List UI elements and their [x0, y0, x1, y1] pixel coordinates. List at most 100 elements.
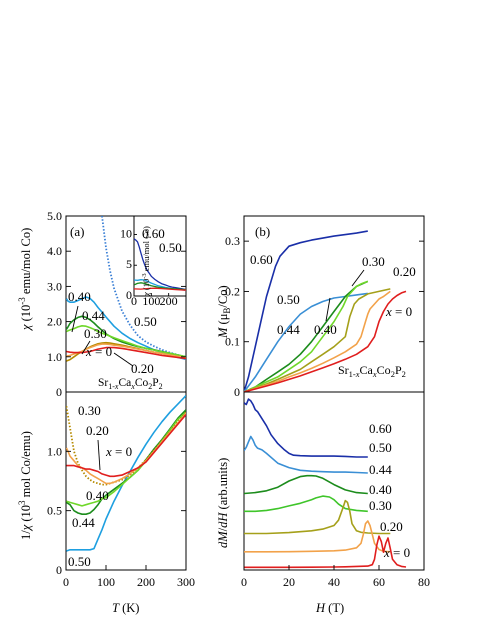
ytick-label: 0.5	[47, 504, 62, 518]
series-b-top-060	[244, 230, 368, 392]
series-b-bottom-x0	[244, 535, 407, 569]
b-bottom-label-030: 0.30	[369, 498, 392, 513]
xtick-label: 300	[177, 575, 195, 589]
series-b-bottom-060	[244, 398, 368, 458]
b-top-label-060: 0.60	[250, 252, 273, 267]
b-top-label-050: 0.50	[277, 292, 300, 307]
a-top-ylabel: χ (10-3 emu/mol Co)	[17, 228, 33, 331]
series-a-bottom-x0	[66, 413, 186, 478]
ytick-label: 5.0	[47, 209, 62, 223]
series-b-bottom-050	[244, 435, 368, 474]
series-b-top-x0	[244, 290, 407, 392]
xtick-label: 0	[241, 575, 247, 589]
ytick-label: 0.2	[225, 284, 240, 298]
ytick-label: 4.0	[47, 244, 62, 258]
series-a-inset-unlabeled	[134, 287, 186, 291]
ytick-label: 0	[56, 385, 62, 399]
inset-plot	[133, 234, 186, 297]
b-bottom-label-060: 0.60	[369, 421, 392, 436]
panel-b-bottom-plot	[243, 398, 425, 570]
a-bottom-label-050: 0.50	[68, 554, 91, 569]
series-b-bottom-020	[244, 520, 391, 553]
a-top-label-044: 0.44	[82, 308, 105, 323]
series-b-top-020	[244, 290, 391, 392]
series-a-top-040	[66, 324, 186, 358]
a-top-label-040: 0.40	[68, 289, 91, 304]
ytick-label: 1.0	[47, 350, 62, 364]
xtick-label: 100	[142, 294, 160, 308]
a-top-label-060: 0.60	[142, 226, 165, 241]
ytick-label: 0	[234, 385, 240, 399]
panel-label-b: (b)	[255, 224, 270, 239]
panel-a-bottom-frame	[65, 391, 187, 571]
panel-b-top-plot	[244, 230, 424, 393]
b-bottom-label-020: 0.20	[380, 519, 403, 534]
a-xlabel: T (K)	[112, 601, 139, 615]
a-bottom-label-020: 0.20	[86, 423, 109, 438]
ytick-label: 3.0	[47, 279, 62, 293]
a-bottom-arrow-020	[97, 439, 101, 471]
xtick-label: 100	[97, 575, 115, 589]
ytick-label: 0.3	[225, 234, 240, 248]
b-top-label-044: 0.44	[277, 322, 300, 337]
a-top-label-050: 0.50	[134, 314, 157, 329]
series-b-top-044	[244, 280, 369, 392]
a-bottom-label-044: 0.44	[72, 515, 95, 530]
b-top-label-030: 0.30	[362, 254, 385, 269]
a-top-arrow-040	[71, 305, 79, 333]
ytick-label: 0.1	[225, 335, 240, 349]
b-top-label-x0: x = 0	[385, 304, 412, 319]
b-bottom-label-044: 0.44	[369, 462, 392, 477]
b-top-label-020: 0.20	[393, 264, 416, 279]
ytick-label: 10	[120, 226, 132, 240]
b-bottom-label-040: 0.40	[369, 482, 392, 497]
a-top-arrow-020	[113, 352, 134, 367]
inset-ylabel: χ (10-3 emu/mol Co)	[141, 226, 151, 297]
xtick-label: 20	[283, 575, 295, 589]
a-top-label-050-inset: 0.50	[159, 240, 182, 255]
b-top-ylabel: M (μB/Co)	[216, 285, 232, 339]
a-top-arrow-030	[81, 340, 91, 355]
series-a-inset-060	[134, 238, 186, 291]
a-top-label-x0: x = 0	[85, 344, 112, 359]
b-top-arrow-030	[351, 269, 365, 287]
xtick-label: 80	[418, 575, 430, 589]
xtick-label: 0	[131, 294, 137, 308]
b-bottom-ylabel: dM/dH (arb.units)	[216, 458, 230, 548]
xtick-label: 200	[137, 575, 155, 589]
series-a-bottom-044	[66, 409, 186, 516]
b-bottom-label-050: 0.50	[369, 440, 392, 455]
xtick-label: 200	[160, 294, 178, 308]
ytick-label: 1.0	[47, 444, 62, 458]
a-bottom-label-x0: x = 0	[105, 444, 132, 459]
panel-a-bottom-plot	[65, 395, 187, 571]
series-a-bottom-040	[66, 411, 186, 507]
b-top-arrow-040	[325, 297, 331, 322]
a-bottom-label-030: 0.30	[78, 403, 101, 418]
b-top-label-040: 0.40	[314, 322, 337, 337]
xtick-label: 40	[328, 575, 340, 589]
b-bottom-label-x0: x = 0	[383, 545, 410, 560]
ytick-label: 0	[56, 563, 62, 577]
panel-b-bottom-frame	[243, 391, 425, 571]
compound-formula-b: Sr1-xCaxCo2P2	[338, 363, 406, 379]
ytick-label: 0	[126, 288, 132, 302]
series-b-top-030	[244, 288, 391, 392]
series-a-inset-unlabeled	[134, 282, 186, 291]
compound-formula-a: Sr1-xCaxCo2P2	[98, 377, 163, 391]
a-bottom-label-040: 0.40	[86, 488, 109, 503]
ytick-label: 5	[126, 257, 132, 271]
series-a-top-x0	[66, 346, 186, 360]
panel-label-a: (a)	[70, 224, 84, 239]
ytick-label: 2.0	[47, 315, 62, 329]
xtick-label: 60	[373, 575, 385, 589]
xtick-label: 0	[63, 575, 69, 589]
series-a-bottom-050	[66, 395, 186, 552]
a-top-label-020: 0.20	[131, 361, 154, 376]
a-top-label-030: 0.30	[84, 326, 107, 341]
panel-a-top-plot	[66, 215, 186, 393]
series-b-top-040	[244, 280, 369, 392]
b-xlabel: H (T)	[315, 601, 344, 615]
